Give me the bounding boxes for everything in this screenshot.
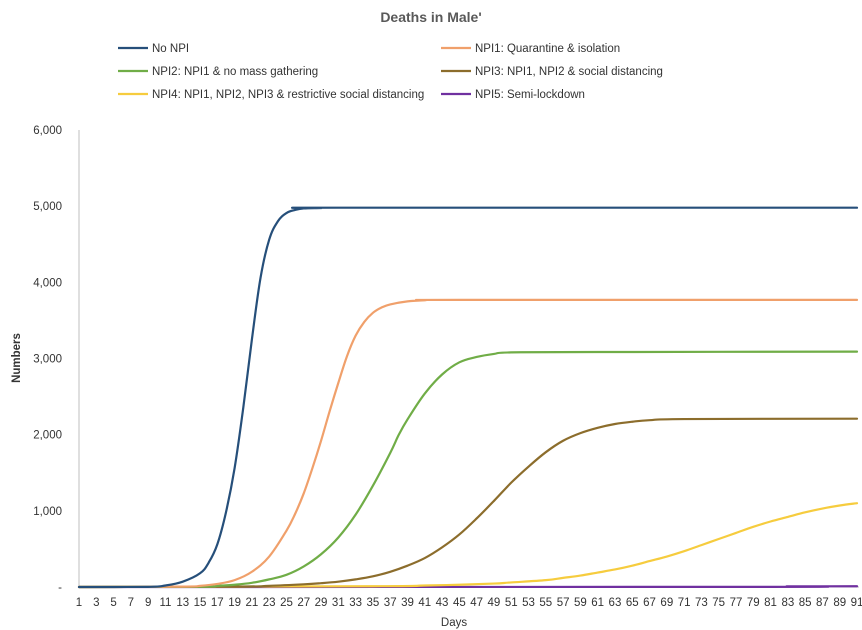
x-tick-label: 73: [695, 597, 708, 609]
series-line-npi3-npi1-npi2-social-distancing: [77, 417, 859, 589]
legend-item: NPI5: Semi-lockdown: [441, 89, 585, 101]
x-tick-label: 59: [574, 597, 587, 609]
series-lines: [77, 206, 859, 589]
y-tick-label: 1,000: [33, 506, 62, 518]
legend-item: NPI3: NPI1, NPI2 & social distancing: [441, 66, 663, 78]
x-tick-label: 61: [591, 597, 604, 609]
x-tick-label: 35: [367, 597, 380, 609]
x-tick-label: 1: [76, 597, 82, 609]
x-tick-label: 85: [799, 597, 812, 609]
y-axis-title: Numbers: [11, 333, 23, 383]
x-tick-label: 65: [626, 597, 639, 609]
x-tick-label: 67: [643, 597, 656, 609]
x-tick-label: 25: [280, 597, 293, 609]
x-tick-label: 19: [228, 597, 241, 609]
x-tick-label: 41: [418, 597, 431, 609]
x-tick-label: 77: [730, 597, 743, 609]
x-tick-label: 11: [159, 597, 171, 609]
y-tick-label: 4,000: [33, 277, 62, 289]
y-tick-label: 2,000: [33, 430, 62, 442]
x-tick-label: 3: [93, 597, 99, 609]
x-tick-label: 39: [401, 597, 414, 609]
x-tick-label: 5: [110, 597, 116, 609]
y-tick-label: -: [58, 582, 62, 594]
legend-label: NPI3: NPI1, NPI2 & social distancing: [475, 66, 663, 78]
legend-item: NPI2: NPI1 & no mass gathering: [118, 66, 318, 78]
series-line-npi2-npi1-no-mass-gathering: [77, 350, 859, 589]
x-tick-label: 31: [332, 597, 345, 609]
legend-item: No NPI: [118, 43, 189, 55]
x-tick-label: 37: [384, 597, 397, 609]
legend-label: NPI1: Quarantine & isolation: [475, 43, 620, 55]
x-tick-label: 53: [522, 597, 535, 609]
x-tick-label: 89: [833, 597, 846, 609]
x-tick-label: 79: [747, 597, 760, 609]
series-line-npi1-quarantine-isolation: [77, 298, 859, 589]
x-tick-label: 71: [678, 597, 691, 609]
x-tick-label: 69: [660, 597, 673, 609]
x-tick-label: 81: [764, 597, 777, 609]
legend-item: NPI1: Quarantine & isolation: [441, 43, 620, 55]
x-tick-label: 51: [505, 597, 518, 609]
x-tick-label: 91: [851, 597, 862, 609]
x-tick-label: 27: [297, 597, 310, 609]
x-tick-label: 29: [315, 597, 328, 609]
series-line-no-npi: [77, 206, 859, 589]
x-tick-label: 87: [816, 597, 829, 609]
x-tick-label: 17: [211, 597, 224, 609]
x-tick-label: 83: [781, 597, 794, 609]
x-tick-label: 75: [712, 597, 725, 609]
x-axis-ticks: 1 3 5 7 9 11 13 15 17 19 21 23 25 27 29 31 33 35 37 39 41 43 4…: [76, 597, 862, 609]
legend-label: NPI4: NPI1, NPI2, NPI3 & restrictive soc…: [152, 89, 424, 101]
x-tick-label: 21: [245, 597, 258, 609]
legend-item: NPI4: NPI1, NPI2, NPI3 & restrictive soc…: [118, 89, 424, 101]
y-axis-ticks: - 1,000 2,000 3,000 4,000 5,000 6,000: [33, 125, 62, 594]
x-tick-label: 49: [488, 597, 501, 609]
x-tick-label: 55: [539, 597, 552, 609]
legend-label: NPI5: Semi-lockdown: [475, 89, 585, 101]
x-tick-label: 7: [128, 597, 134, 609]
series-line-npi4-npi1-npi2-npi3-restrictive-social-distancing: [77, 502, 859, 589]
x-tick-label: 47: [470, 597, 483, 609]
x-axis-title: Days: [441, 617, 467, 629]
y-tick-label: 3,000: [33, 354, 62, 366]
chart-title: Deaths in Male': [380, 9, 482, 25]
x-tick-label: 23: [263, 597, 276, 609]
x-tick-label: 45: [453, 597, 466, 609]
legend-label: NPI2: NPI1 & no mass gathering: [152, 66, 318, 78]
x-tick-label: 43: [436, 597, 449, 609]
y-tick-label: 6,000: [33, 125, 62, 137]
x-tick-label: 57: [557, 597, 570, 609]
x-tick-label: 63: [609, 597, 622, 609]
legend-label: No NPI: [152, 43, 189, 55]
x-tick-label: 9: [145, 597, 151, 609]
y-tick-label: 5,000: [33, 201, 62, 213]
legend: No NPI NPI1: Quarantine & isolation NPI2: …: [118, 43, 663, 101]
x-tick-label: 33: [349, 597, 362, 609]
x-tick-label: 13: [176, 597, 189, 609]
x-tick-label: 15: [194, 597, 207, 609]
